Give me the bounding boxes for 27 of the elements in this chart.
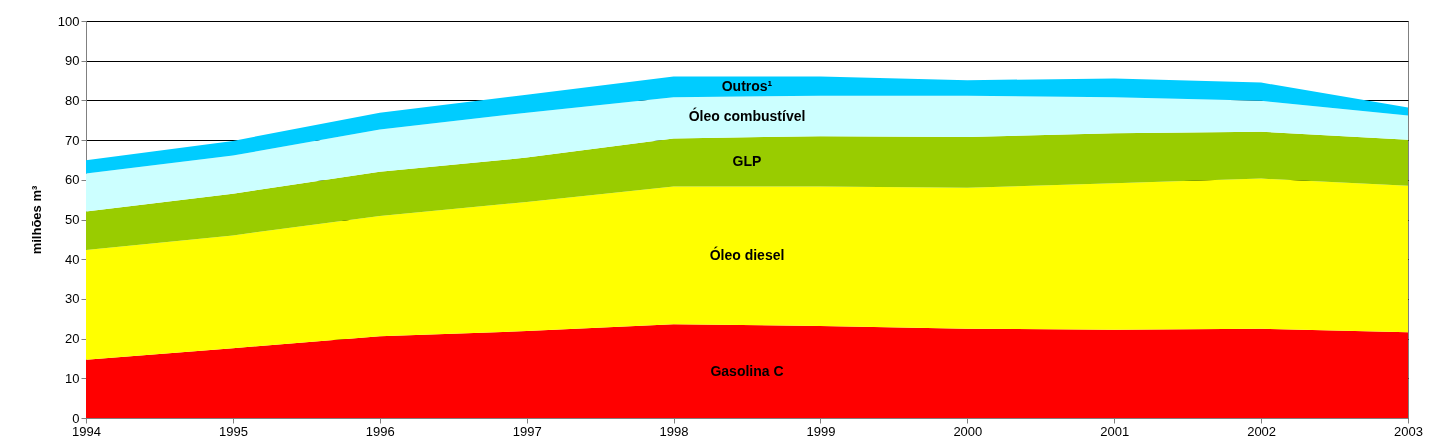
x-tick-label: 1999 <box>806 423 836 439</box>
y-tick-label: 20 <box>65 331 80 347</box>
y-tick-label: 10 <box>65 370 80 386</box>
series-label: Gasolina C <box>710 362 784 379</box>
y-tick-label: 80 <box>65 92 80 108</box>
y-tick-label: 60 <box>65 172 80 188</box>
y-tick-label: 30 <box>65 291 80 307</box>
y-tick-label: 0 <box>72 410 80 426</box>
x-tick-label: 1996 <box>365 423 395 439</box>
x-tick-label: 2002 <box>1247 423 1277 439</box>
series-label: Outros¹ <box>721 77 773 94</box>
y-tick-label: 90 <box>65 53 80 69</box>
x-tick-label: 2003 <box>1394 423 1423 439</box>
x-tick-label: 2000 <box>953 423 983 439</box>
series-label: Óleo combustível <box>688 106 806 124</box>
x-tick-label: 1998 <box>659 423 689 439</box>
series-label: Óleo diesel <box>709 245 785 263</box>
y-tick-label: 70 <box>65 132 80 148</box>
y-tick-label: 100 <box>57 13 80 29</box>
y-axis-title: milhões m³ <box>28 185 44 255</box>
x-tick-label: 2001 <box>1100 423 1130 439</box>
y-tick-label: 40 <box>65 251 80 267</box>
x-tick-label: 1995 <box>218 423 248 439</box>
x-tick-label: 1994 <box>72 423 101 439</box>
series-label: GLP <box>732 152 762 169</box>
x-tick-label: 1997 <box>512 423 542 439</box>
y-tick-label: 50 <box>65 212 80 227</box>
